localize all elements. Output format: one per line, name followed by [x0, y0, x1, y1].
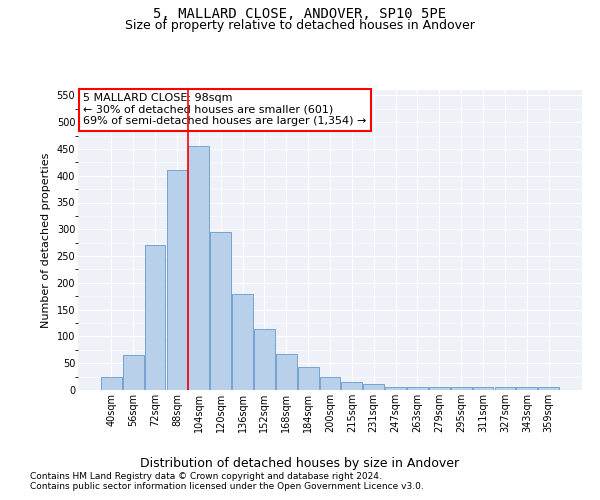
Text: 5, MALLARD CLOSE, ANDOVER, SP10 5PE: 5, MALLARD CLOSE, ANDOVER, SP10 5PE [154, 8, 446, 22]
Bar [167, 170, 187, 390]
Text: Distribution of detached houses by size in Andover: Distribution of detached houses by size … [140, 458, 460, 470]
Bar [254, 330, 275, 390]
Bar [429, 388, 450, 390]
Text: Contains public sector information licensed under the Open Government Licence v3: Contains public sector information licen… [30, 482, 424, 491]
Bar [385, 388, 406, 390]
Bar [298, 367, 319, 390]
Bar [276, 354, 296, 390]
Bar [538, 388, 559, 390]
Bar [210, 232, 231, 390]
Bar [341, 382, 362, 390]
Bar [473, 388, 493, 390]
Y-axis label: Number of detached properties: Number of detached properties [41, 152, 51, 328]
Bar [145, 246, 166, 390]
Text: Size of property relative to detached houses in Andover: Size of property relative to detached ho… [125, 18, 475, 32]
Bar [494, 388, 515, 390]
Bar [320, 376, 340, 390]
Bar [364, 384, 384, 390]
Bar [232, 294, 253, 390]
Bar [517, 388, 537, 390]
Text: 5 MALLARD CLOSE: 98sqm
← 30% of detached houses are smaller (601)
69% of semi-de: 5 MALLARD CLOSE: 98sqm ← 30% of detached… [83, 93, 367, 126]
Text: Contains HM Land Registry data © Crown copyright and database right 2024.: Contains HM Land Registry data © Crown c… [30, 472, 382, 481]
Bar [123, 355, 143, 390]
Bar [451, 388, 472, 390]
Bar [101, 376, 122, 390]
Bar [407, 388, 428, 390]
Bar [188, 146, 209, 390]
